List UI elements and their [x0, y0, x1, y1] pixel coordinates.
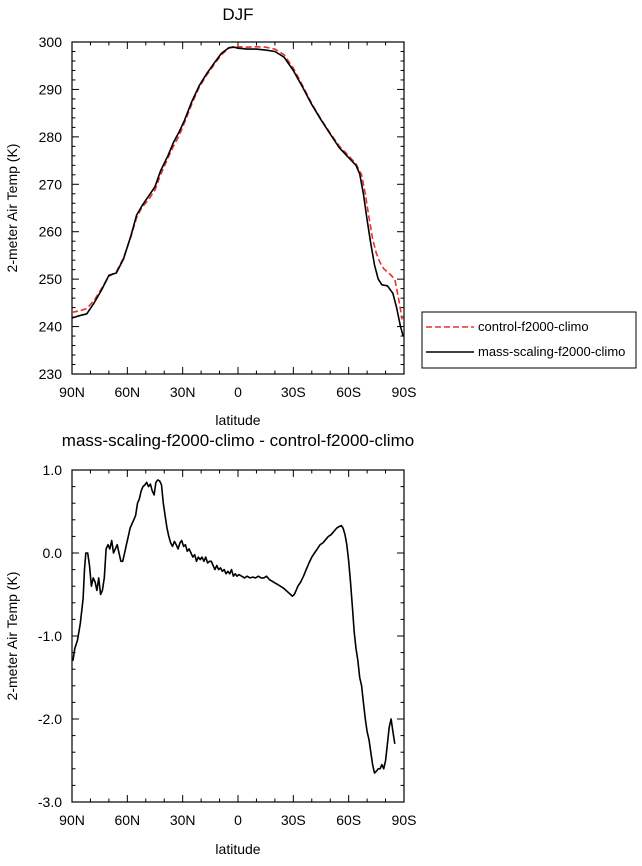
bottom-panel: mass-scaling-f2000-climo - control-f2000… [4, 431, 416, 857]
bottom-tick-group [71, 469, 405, 803]
bottom-y-axis-label: 2-meter Air Temp (K) [4, 572, 20, 701]
x-tick-label: 60S [336, 812, 361, 828]
x-tick-label: 0 [234, 384, 242, 400]
control-f2000-climo-series-line [71, 45, 403, 320]
top-y-axis-label: 2-meter Air Temp (K) [4, 144, 20, 273]
x-tick-label: 60N [114, 812, 140, 828]
y-tick-label: 260 [39, 224, 63, 240]
top-chart-title: DJF [222, 5, 253, 24]
x-tick-label: 30N [170, 812, 196, 828]
y-tick-label: 230 [39, 366, 63, 382]
top-plot-frame [71, 41, 405, 375]
bottom-x-axis-label: latitude [215, 841, 260, 857]
x-tick-label: 60S [336, 384, 361, 400]
y-tick-label: 0.0 [43, 545, 63, 561]
bottom-tick-labels: 90N 60N 30N 0 30S 60S 90S -3.0 -2.0 -1.0 0.0 1.0 [38, 462, 417, 828]
y-tick-label: -1.0 [38, 628, 62, 644]
top-tick-group [71, 41, 405, 375]
x-tick-label: 0 [234, 812, 242, 828]
y-tick-label: 280 [39, 129, 63, 145]
legend: control-f2000-climo mass-scaling-f2000-c… [421, 311, 637, 369]
x-tick-label: 90N [59, 812, 85, 828]
difference-series-line [72, 479, 396, 774]
y-tick-label: 270 [39, 176, 63, 192]
y-tick-label: 290 [39, 81, 63, 97]
y-tick-label: 250 [39, 271, 63, 287]
y-tick-label: 300 [39, 34, 63, 50]
top-tick-labels: 90N 60N 30N 0 30S 60S 90S 230 240 250 260 270 280 290… [39, 34, 417, 400]
x-tick-label: 30S [281, 812, 306, 828]
x-tick-label: 30S [281, 384, 306, 400]
bottom-series-group [72, 479, 396, 774]
y-tick-label: 240 [39, 319, 63, 335]
y-tick-label: -2.0 [38, 711, 62, 727]
mass-scaling-f2000-climo-series-line [71, 46, 404, 337]
x-tick-label: 90N [59, 384, 85, 400]
x-tick-label: 90S [392, 812, 417, 828]
y-tick-label: -3.0 [38, 794, 62, 810]
bottom-chart-title: mass-scaling-f2000-climo - control-f2000… [62, 431, 414, 450]
legend-label-control: control-f2000-climo [478, 319, 589, 334]
legend-box [421, 311, 637, 369]
top-panel: DJF 90N 60N 30N 0 30S 60S 90S 230 240 250 260 270 28… [4, 5, 416, 428]
x-tick-label: 90S [392, 384, 417, 400]
top-series-group [71, 45, 404, 337]
x-tick-label: 60N [114, 384, 140, 400]
legend-label-mass-scaling: mass-scaling-f2000-climo [478, 344, 625, 359]
top-x-axis-label: latitude [215, 412, 260, 428]
x-tick-label: 30N [170, 384, 196, 400]
y-tick-label: 1.0 [43, 462, 63, 478]
